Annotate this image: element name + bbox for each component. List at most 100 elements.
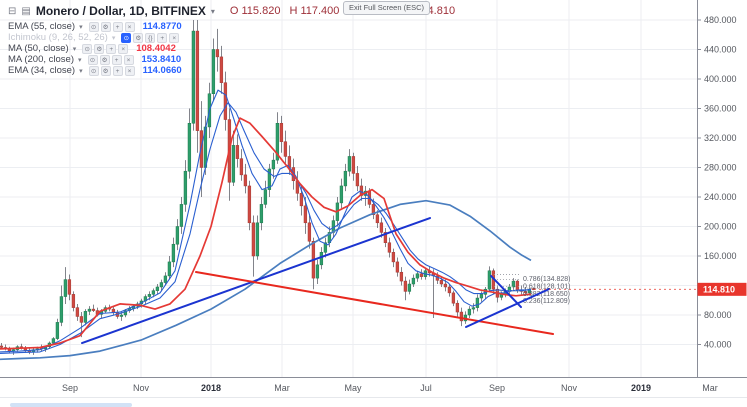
candle-down — [223, 82, 228, 120]
close-icon[interactable]: × — [124, 65, 135, 76]
price-axis-label: 360.000 — [704, 104, 737, 114]
close-icon[interactable]: × — [123, 54, 134, 65]
chevron-down-icon[interactable]: ▾ — [79, 67, 83, 75]
candle-up — [191, 30, 196, 124]
eye-icon[interactable]: ⊙ — [88, 21, 99, 32]
close-icon[interactable]: × — [118, 43, 129, 54]
fib-retracement[interactable]: 0.786(134.828)0.618(128.101)0.382(118.65… — [494, 274, 570, 305]
candle-up — [323, 242, 328, 253]
candle-down — [387, 242, 392, 253]
time-axis-label: Mar — [702, 383, 718, 393]
plus-icon[interactable]: + — [112, 65, 123, 76]
indicator-row[interactable]: MA (50, close) ▾ ⊙ ⚙ + × 108.4042 — [8, 43, 455, 54]
candle-down — [403, 280, 408, 292]
pennant-upper-trendline[interactable] — [490, 274, 522, 309]
time-axis-label: Sep — [62, 383, 78, 393]
collapse-legend-icon[interactable]: ⊟ — [8, 5, 17, 17]
plus-icon[interactable]: + — [111, 54, 122, 65]
gear-icon[interactable]: ⚙ — [100, 65, 111, 76]
ma-line-ma-50 — [0, 117, 532, 350]
candle-up — [171, 243, 176, 263]
candle-up — [411, 277, 416, 285]
grid — [0, 0, 697, 377]
candle-up — [183, 170, 188, 205]
eye-icon[interactable]: ⊙ — [121, 32, 132, 43]
chart-type-icon[interactable]: ▤ — [21, 5, 31, 17]
candle-down — [443, 283, 448, 288]
indicator-row[interactable]: Ichimoku (9, 26, 52, 26) ▾ ⊙ ⚙{} + × — [8, 32, 455, 43]
time-axis-label: Nov — [133, 383, 150, 393]
candle-down — [79, 316, 84, 323]
eye-icon[interactable]: ⊙ — [87, 54, 98, 65]
plot-area[interactable]: 0.786(134.828)0.618(128.101)0.382(118.65… — [0, 0, 697, 377]
ma-line-ma-200 — [0, 199, 532, 361]
chevron-down-icon[interactable]: ▾ — [111, 34, 116, 42]
candle-up — [255, 222, 260, 257]
time-axis-label: Jul — [420, 383, 432, 393]
candle-up — [59, 296, 64, 323]
symbol-title[interactable]: Monero / Dollar, 1D, BITFINEX — [35, 4, 206, 18]
support-trendline[interactable] — [81, 217, 431, 345]
close-icon[interactable]: × — [169, 32, 180, 43]
bottom-toolbar — [0, 397, 747, 407]
candle-down — [447, 286, 452, 294]
symbol-header[interactable]: ⊟ ▤ Monero / Dollar, 1D, BITFINEX ▾ O 11… — [8, 4, 455, 18]
candle-down — [307, 222, 312, 242]
chevron-down-icon[interactable]: ▾ — [210, 6, 215, 16]
exit-fullscreen-button[interactable]: Exit Full Screen (ESC) — [343, 1, 431, 15]
candle-up — [163, 275, 168, 283]
price-axis-label: 80.000 — [704, 310, 732, 320]
indicator-value: 108.4042 — [136, 43, 176, 54]
gear-icon[interactable]: ⚙ — [133, 32, 144, 43]
candle-up — [467, 308, 472, 316]
plus-icon[interactable]: + — [112, 21, 123, 32]
candle-up — [151, 290, 156, 295]
time-axis[interactable]: Sep Nov 2018 Mar May Jul Sep Nov 2019 Mar — [0, 377, 747, 399]
time-axis-label: May — [344, 383, 362, 393]
price-axis-label: 280.000 — [704, 163, 737, 173]
indicator-row[interactable]: EMA (34, close) ▾ ⊙ ⚙ + × 114.0660 — [8, 65, 455, 76]
chevron-down-icon[interactable]: ▾ — [79, 23, 83, 31]
candle-up — [187, 123, 192, 172]
ohlc-h: H 117.400 — [289, 5, 340, 17]
close-icon[interactable]: × — [124, 21, 135, 32]
candle-up — [263, 189, 268, 205]
gear-icon[interactable]: ⚙ — [94, 43, 105, 54]
indicator-name: Ichimoku (9, 26, 52, 26) — [8, 32, 108, 43]
time-axis-label: Mar — [274, 383, 290, 393]
braces-icon[interactable]: {} — [145, 32, 156, 43]
candle-up — [275, 123, 280, 161]
candle-up — [479, 294, 484, 299]
candle-up — [267, 168, 272, 190]
candle-up — [347, 156, 352, 172]
price-axis-label: 160.000 — [704, 251, 737, 261]
candle-up — [259, 204, 264, 224]
plus-icon[interactable]: + — [106, 43, 117, 54]
indicator-legend: EMA (55, close) ▾ ⊙ ⚙ + × 114.8770 Ichimoku (9,… — [8, 21, 455, 76]
candle-up — [83, 311, 88, 323]
price-axis-label: 200.000 — [704, 222, 737, 232]
chevron-down-icon[interactable]: ▾ — [78, 56, 82, 64]
candle-up — [487, 270, 492, 290]
last-price-tag — [697, 282, 747, 296]
eye-icon[interactable]: ⊙ — [82, 43, 93, 54]
gear-icon[interactable]: ⚙ — [99, 54, 110, 65]
gear-icon[interactable]: ⚙ — [100, 21, 111, 32]
candle-down — [299, 193, 304, 207]
chevron-down-icon[interactable]: ▾ — [72, 45, 77, 53]
candle-down — [215, 49, 220, 58]
indicator-row[interactable]: EMA (55, close) ▾ ⊙ ⚙ + × 114.8770 — [8, 21, 455, 32]
plus-icon[interactable]: + — [157, 32, 168, 43]
candle-down — [251, 222, 256, 257]
candle-down — [375, 214, 380, 224]
candle-up — [51, 338, 56, 344]
indicator-name: EMA (55, close) — [8, 21, 76, 32]
resistance-trendline[interactable] — [195, 271, 554, 336]
price-axis[interactable]: 480.000 440.000 400.000 360.000 320.000 280.0… — [697, 0, 747, 407]
pennant-lower-trendline[interactable] — [465, 288, 550, 329]
candle-up — [475, 297, 480, 308]
eye-icon[interactable]: ⊙ — [88, 65, 99, 76]
indicator-row[interactable]: MA (200, close) ▾ ⊙ ⚙ + × 153.8410 — [8, 54, 455, 65]
ma-line-ema-34 — [0, 89, 531, 353]
